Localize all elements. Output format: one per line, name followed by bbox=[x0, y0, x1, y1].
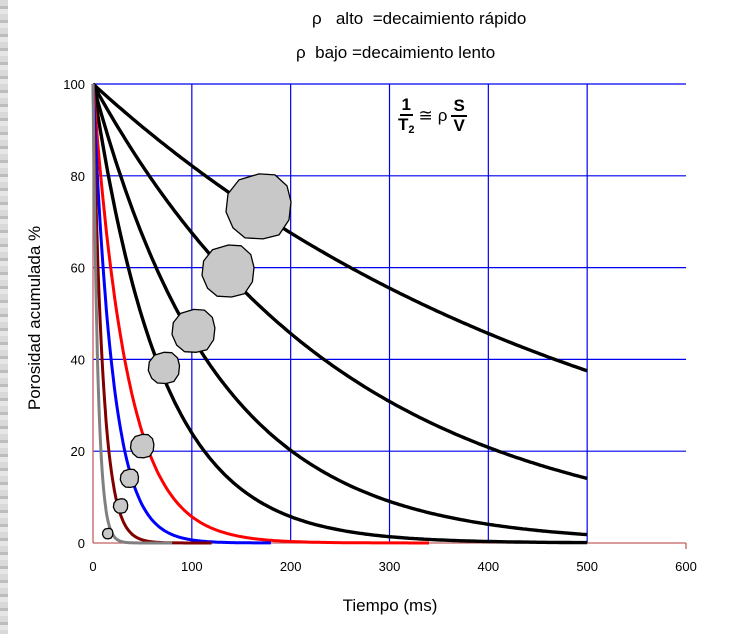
formula-relation: ≅ bbox=[418, 106, 433, 126]
annotation-rho-low: ρ bajo =decaimiento lento bbox=[296, 43, 496, 62]
x-axis-label: Tiempo (ms) bbox=[342, 596, 438, 615]
formula-lhs: 1 T2 bbox=[398, 96, 415, 136]
decay-curve bbox=[91, 83, 272, 545]
decay-curve bbox=[91, 83, 429, 545]
y-tick-label: 80 bbox=[71, 169, 85, 184]
decay-curve bbox=[91, 82, 588, 373]
decay-curve bbox=[91, 83, 174, 545]
y-tick-label: 100 bbox=[63, 77, 85, 92]
formula-rhs-denominator: V bbox=[453, 116, 465, 136]
pore-glyph bbox=[225, 173, 292, 240]
pore-glyph bbox=[119, 468, 140, 489]
pore-glyph bbox=[129, 433, 155, 459]
decay-curve bbox=[91, 83, 588, 481]
x-tick-label: 200 bbox=[280, 559, 302, 574]
x-tick-label: 0 bbox=[89, 559, 96, 574]
pore-glyph bbox=[201, 244, 255, 298]
formula-t-subscript: 2 bbox=[408, 123, 415, 136]
decay-curve bbox=[91, 83, 588, 545]
x-tick-label: 400 bbox=[477, 559, 499, 574]
formula-lhs-numerator: 1 bbox=[399, 95, 413, 116]
y-tick-label: 40 bbox=[71, 352, 85, 367]
pore-glyph bbox=[112, 498, 129, 514]
formula-rho: ρ bbox=[437, 106, 448, 126]
x-tick-label: 100 bbox=[181, 559, 203, 574]
y-tick-label: 20 bbox=[71, 444, 85, 459]
left-edge-strip bbox=[0, 0, 8, 634]
x-tick-label: 300 bbox=[379, 559, 401, 574]
formula-lhs-denominator: T2 bbox=[398, 114, 415, 137]
formula: 1 T2 ≅ ρ S V bbox=[398, 96, 467, 136]
formula-rhs-numerator: S bbox=[451, 96, 467, 118]
formula-rhs: S V bbox=[451, 96, 467, 136]
pore-glyph bbox=[171, 308, 216, 353]
decay-curve bbox=[91, 83, 588, 537]
pore-glyph bbox=[147, 351, 181, 385]
pore-glyph bbox=[101, 527, 114, 540]
x-tick-label: 500 bbox=[576, 559, 598, 574]
y-tick-label: 0 bbox=[78, 536, 85, 551]
y-tick-label: 60 bbox=[71, 261, 85, 276]
formula-t: T bbox=[398, 114, 409, 134]
x-tick-label: 600 bbox=[675, 559, 697, 574]
y-axis-label: Porosidad acumulada % bbox=[25, 225, 44, 411]
annotation-rho-high: ρ alto =decaimiento rápido bbox=[312, 9, 527, 28]
